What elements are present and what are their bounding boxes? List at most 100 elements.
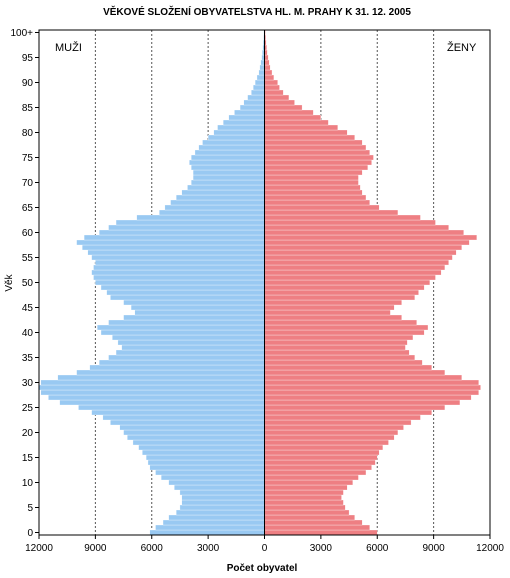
bar-men [202,139,265,146]
x-tick-label: 12000 [476,543,504,554]
x-tick-label: 9000 [84,543,107,554]
bar-men [83,234,265,241]
bar-men [119,424,265,431]
x-tick-label: 3000 [310,543,333,554]
bar-men [127,434,265,441]
bar-men [259,64,265,71]
bar-men [97,324,265,331]
x-tick-label: 6000 [366,543,389,554]
bar-men [174,484,265,491]
bars-women [264,29,481,536]
bar-men [91,269,265,276]
bar-men [181,499,265,506]
bar-men [191,164,265,171]
y-tick-label: 75 [22,153,34,164]
y-tick-label: 5 [27,503,33,514]
bar-women [264,174,359,181]
y-axis-label: Věk [4,273,15,291]
bar-men [181,494,265,501]
bar-men [258,69,265,76]
bar-women [264,489,344,496]
bar-women [264,119,329,126]
bar-men [102,414,265,421]
bar-men [243,99,265,106]
bar-men [98,359,265,366]
bar-women [264,194,367,201]
bar-men [155,524,265,531]
bar-women [264,134,355,141]
bar-men [100,329,265,336]
bar-men [192,174,265,181]
bar-women [264,59,270,66]
bar-women [264,144,367,151]
bar-men [123,429,265,436]
bar-women [264,494,342,501]
x-axis-ticks: 12000 9000 6000 3000 0 3000 6000 9000 12000 [25,535,504,554]
bars-men [38,29,265,536]
bar-women [264,109,314,116]
bar-women [264,149,370,156]
bar-men [142,449,265,456]
bar-women [264,374,462,381]
bar-women [264,289,419,296]
bar-women [264,444,384,451]
y-tick-label: 60 [22,228,34,239]
bar-men [239,104,265,111]
bar-women [264,89,284,96]
bar-women [264,139,363,146]
bar-men [145,454,265,461]
bar-women [264,529,378,536]
y-tick-label: 100+ [10,28,33,39]
bar-men [260,59,265,66]
bar-women [264,269,442,276]
bar-men [149,529,265,536]
bar-women [264,429,399,436]
x-tick-label: 12000 [25,543,53,554]
men-label: MUŽI [55,41,82,54]
bar-women [264,389,479,396]
bar-men [93,274,265,281]
bar-men [149,464,265,471]
bar-women [264,64,271,71]
bar-women [264,399,461,406]
bar-women [264,259,449,266]
bar-men [93,264,265,271]
x-tick-label: 3000 [197,543,220,554]
bar-men [38,384,265,391]
bar-men [100,284,265,291]
bar-women [264,179,359,186]
bar-men [108,319,265,326]
bar-women [264,449,380,456]
bar-women [264,524,370,531]
y-tick-label: 30 [22,378,34,389]
bar-women [264,404,446,411]
bar-women [264,284,425,291]
y-tick-label: 40 [22,328,34,339]
bar-men [217,124,265,131]
bar-women [264,434,395,441]
bar-women [264,369,446,376]
bar-women [264,169,363,176]
bar-women [264,79,278,86]
bar-men [181,189,265,196]
bar-women [264,309,391,316]
bar-women [264,249,457,256]
y-tick-label: 10 [22,478,34,489]
y-tick-label: 15 [22,453,34,464]
bar-women [264,344,406,351]
bar-women [264,379,479,386]
bar-women [264,484,348,491]
bar-men [192,169,265,176]
bar-women [264,439,389,446]
chart-title: VĚKOVÉ SLOŽENÍ OBYVATELSTVA HL. M. PRAHY… [103,5,411,18]
y-axis-ticks: 0 5 10 15 20 25 30 35 40 45 50 55 60 65 70 75 80 85 90 95 10… [10,28,39,539]
bar-men [136,214,265,221]
bar-men [191,154,265,161]
bar-men [57,374,265,381]
x-axis-label: Počet obyvatel [227,563,298,574]
bar-women [264,459,376,466]
bar-men [40,389,265,396]
bar-women [264,224,449,231]
bar-men [213,129,265,136]
bar-men [160,474,265,481]
